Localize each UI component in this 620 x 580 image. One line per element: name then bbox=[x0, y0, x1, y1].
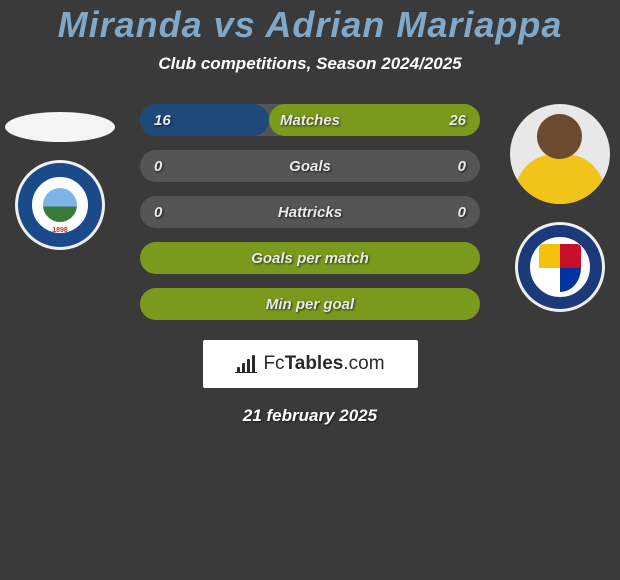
subtitle: Club competitions, Season 2024/2025 bbox=[0, 54, 620, 74]
stat-label: Goals per match bbox=[140, 250, 480, 267]
player-right-avatar bbox=[510, 104, 610, 204]
logo-text: FcTables.com bbox=[263, 353, 384, 375]
logo-thin: Fc bbox=[263, 353, 284, 374]
club-right-badge bbox=[515, 222, 605, 312]
bars-icon bbox=[235, 355, 257, 373]
stat-row: 16Matches26 bbox=[140, 104, 480, 136]
stat-value-right: 0 bbox=[458, 204, 466, 221]
player-right-head bbox=[537, 114, 582, 159]
stat-label: Matches bbox=[140, 112, 480, 129]
right-column bbox=[500, 104, 620, 312]
fctables-logo: FcTables.com bbox=[203, 340, 418, 388]
stat-row: Min per goal bbox=[140, 288, 480, 320]
player-right-shirt bbox=[515, 154, 605, 204]
stat-row: 0Hattricks0 bbox=[140, 196, 480, 228]
club-left-badge: 1898 bbox=[15, 160, 105, 250]
braintree-center bbox=[43, 188, 77, 222]
date: 21 february 2025 bbox=[0, 406, 620, 426]
player-left-avatar bbox=[5, 112, 115, 142]
logo-suffix: .com bbox=[343, 353, 384, 374]
stat-label: Hattricks bbox=[140, 204, 480, 221]
stat-value-right: 0 bbox=[458, 158, 466, 175]
wealdstone-shield bbox=[539, 244, 581, 292]
stat-label: Min per goal bbox=[140, 296, 480, 313]
braintree-year: 1898 bbox=[15, 227, 105, 234]
comparison-panel: 1898 16Matches260Goals00Hattricks0Goals … bbox=[0, 104, 620, 426]
left-column: 1898 bbox=[0, 104, 120, 250]
logo-bold: Tables bbox=[285, 353, 344, 374]
stat-row: Goals per match bbox=[140, 242, 480, 274]
stats-list: 16Matches260Goals00Hattricks0Goals per m… bbox=[140, 104, 480, 320]
page-title: Miranda vs Adrian Mariappa bbox=[0, 0, 620, 46]
stat-value-right: 26 bbox=[449, 112, 466, 129]
stat-row: 0Goals0 bbox=[140, 150, 480, 182]
stat-label: Goals bbox=[140, 158, 480, 175]
